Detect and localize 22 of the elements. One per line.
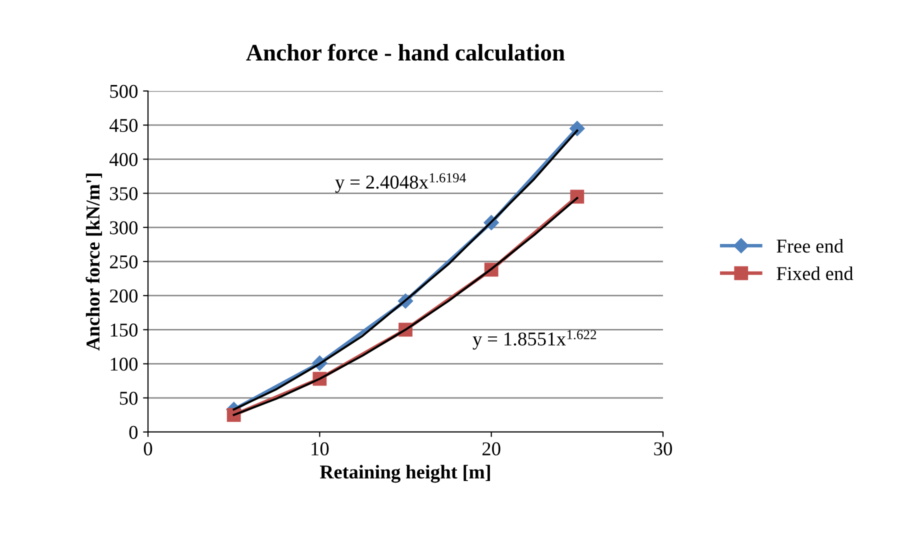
x-tick-label: 10 [312,442,329,456]
x-tick-label: 30 [654,442,672,456]
x-tick-label: 20 [482,442,500,456]
x-tick-label: 0 [144,442,152,456]
y-tick-label: 300 [110,221,138,234]
y-tick-label: 350 [110,187,138,200]
legend-label: Free end [776,239,844,253]
y-tick-label: 400 [109,153,138,166]
y-tick-label: 0 [129,426,138,439]
y-tick-label: 500 [110,84,138,98]
y-tick-label: 150 [110,324,138,337]
y-tick-label: 100 [110,358,138,371]
annotation: y = 1.8551x$^{1.622}$ [472,330,596,350]
legend-label: Fixed end [776,266,854,280]
y-tick-label: 450 [109,118,138,132]
annotation: y = 2.4048x$^{1.6194}$ [335,173,466,193]
chart-title: Anchor force - hand calculation [246,44,565,61]
y-axis-title: Anchor force [kN/m'] [86,174,102,351]
y-tick-label: 200 [110,289,138,303]
y-tick-label: 250 [110,255,138,268]
y-tick-label: 50 [120,392,138,405]
x-axis-title: Retaining height [m] [320,464,490,483]
